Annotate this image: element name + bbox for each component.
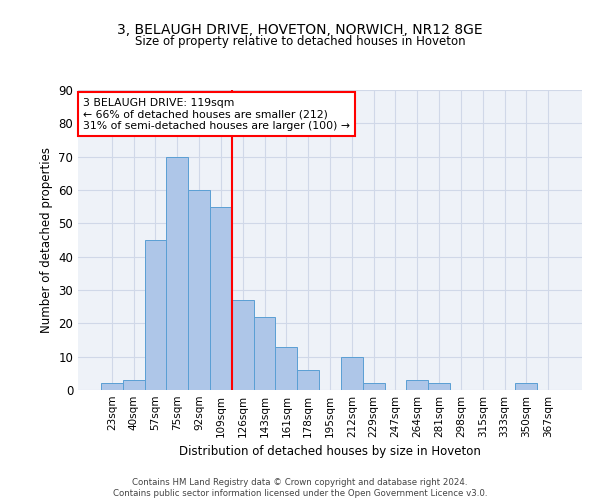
Bar [363, 384, 385, 390]
Bar [232, 300, 254, 390]
Bar [297, 370, 319, 390]
Text: 3, BELAUGH DRIVE, HOVETON, NORWICH, NR12 8GE: 3, BELAUGH DRIVE, HOVETON, NORWICH, NR12… [117, 22, 483, 36]
Bar [166, 156, 188, 390]
Bar [123, 380, 145, 390]
Bar [145, 240, 166, 390]
Bar [101, 384, 123, 390]
Y-axis label: Number of detached properties: Number of detached properties [40, 147, 53, 333]
X-axis label: Distribution of detached houses by size in Hoveton: Distribution of detached houses by size … [179, 446, 481, 458]
Bar [254, 316, 275, 390]
Bar [341, 356, 363, 390]
Text: 3 BELAUGH DRIVE: 119sqm
← 66% of detached houses are smaller (212)
31% of semi-d: 3 BELAUGH DRIVE: 119sqm ← 66% of detache… [83, 98, 350, 130]
Bar [275, 346, 297, 390]
Bar [428, 384, 450, 390]
Bar [188, 190, 210, 390]
Text: Size of property relative to detached houses in Hoveton: Size of property relative to detached ho… [134, 35, 466, 48]
Bar [210, 206, 232, 390]
Text: Contains HM Land Registry data © Crown copyright and database right 2024.
Contai: Contains HM Land Registry data © Crown c… [113, 478, 487, 498]
Bar [406, 380, 428, 390]
Bar [515, 384, 537, 390]
